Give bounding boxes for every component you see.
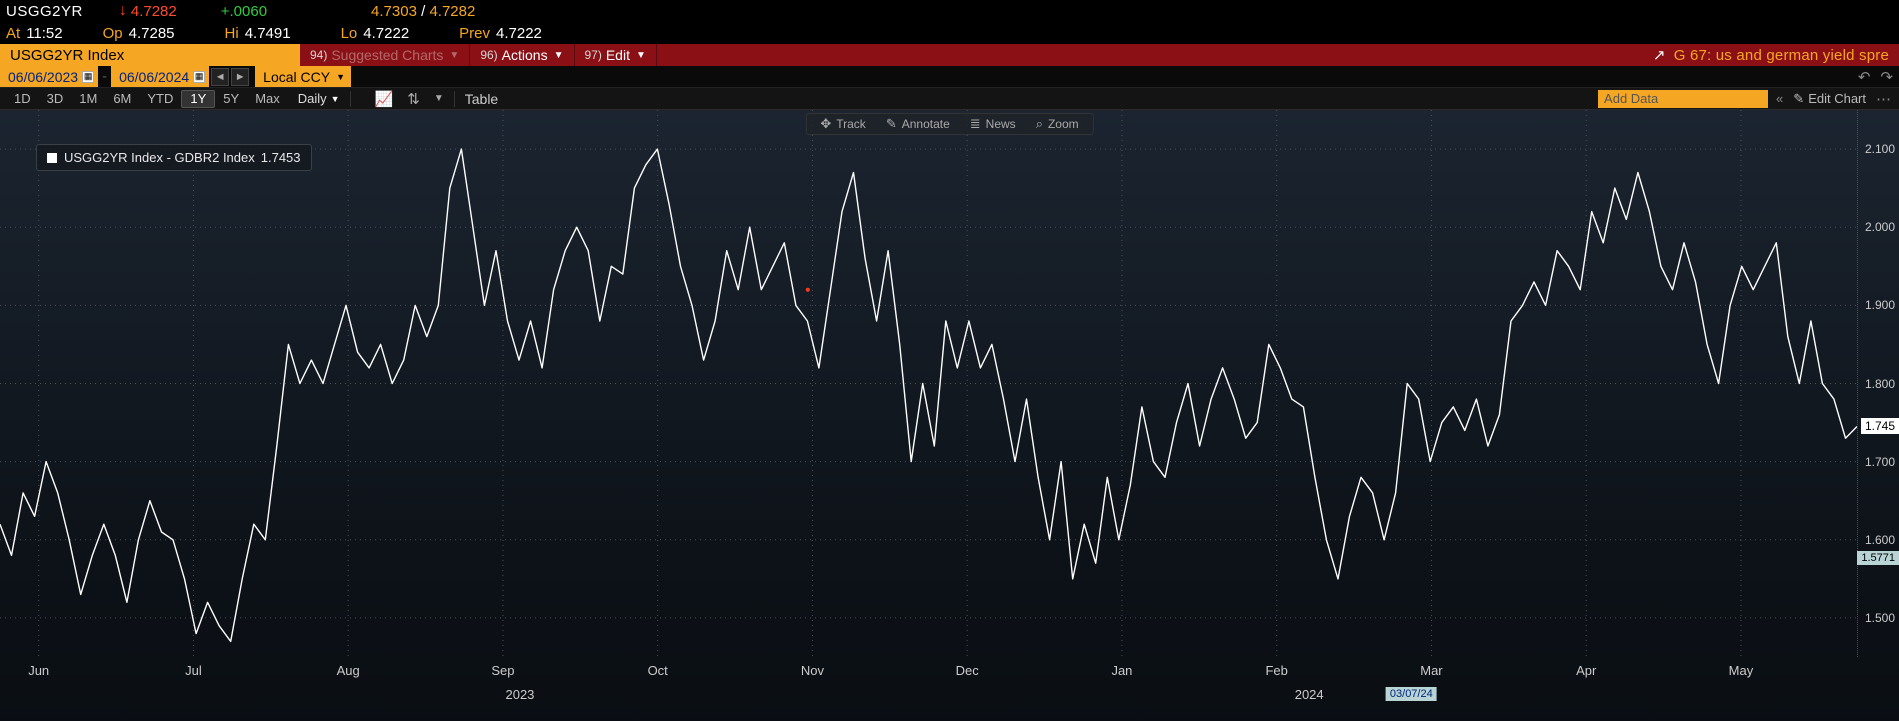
chart-tool-zoom[interactable]: ⌕Zoom	[1026, 116, 1089, 132]
y-tick-label: 1.800	[1865, 377, 1895, 391]
prev-value: 4.7222	[496, 25, 542, 42]
bid-price: 4.7303	[371, 3, 417, 20]
ticker-symbol: USGG2YR	[6, 3, 83, 20]
x-year-label: 2024	[1295, 687, 1324, 702]
y-tick-label: 1.900	[1865, 298, 1895, 312]
chart-dropdown-icon[interactable]: ▼	[434, 93, 444, 104]
y-tick-label: 1.700	[1865, 455, 1895, 469]
chart-tool-annotate[interactable]: ✎Annotate	[876, 116, 960, 132]
chart-legend[interactable]: USGG2YR Index - GDBR2 Index 1.7453	[36, 144, 312, 171]
op-value: 4.7285	[129, 25, 175, 42]
x-tick-label: Jun	[28, 663, 49, 678]
tab-actions[interactable]: 96)Actions▼	[470, 44, 574, 66]
date-range-bar: 06/06/2023 ▦ - 06/06/2024 ▦ ◄ ► Local CC…	[0, 66, 1899, 88]
edit-chart-button[interactable]: ✎ Edit Chart	[1793, 91, 1866, 107]
last-price: 4.7282	[131, 3, 177, 20]
date-prev-button[interactable]: ◄	[211, 68, 229, 86]
change-value: +.0060	[221, 3, 267, 20]
chart-tool-track[interactable]: ✥Track	[810, 116, 875, 132]
legend-series-name: USGG2YR Index - GDBR2 Index	[64, 150, 255, 165]
x-tick-label: Nov	[801, 663, 824, 678]
range-1d[interactable]: 1D	[6, 91, 39, 106]
add-data-input[interactable]: Add Data	[1598, 90, 1768, 108]
y-axis: 1.500 1.600 1.700 1.800 1.900 2.000 2.100 1.745…	[1857, 110, 1899, 657]
date-from-picker[interactable]: 06/06/2023 ▦	[0, 66, 98, 87]
link-out-icon: ↗	[1653, 46, 1666, 64]
range-ytd[interactable]: YTD	[139, 91, 181, 106]
x-tick-label: Oct	[648, 663, 668, 678]
pencil-icon: ✎	[1793, 91, 1804, 107]
prev-label: Prev	[459, 25, 490, 42]
x-tick-label: Mar	[1420, 663, 1442, 678]
at-label: At	[6, 25, 20, 42]
date-next-button[interactable]: ►	[231, 68, 249, 86]
chart-area[interactable]: ✥Track✎Annotate≣News⌕Zoom USGG2YR Index …	[0, 110, 1899, 721]
news-headline-text: G 67: us and german yield spre	[1674, 47, 1889, 64]
range-1y[interactable]: 1Y	[181, 90, 215, 108]
at-value: 11:52	[26, 25, 62, 42]
table-view-button[interactable]: Table	[465, 91, 498, 107]
lo-value: 4.7222	[363, 25, 409, 42]
range-toolbar: 1D3D1M6MYTD1Y5YMax Daily▼ 📈 ⇅ ▼ Table Ad…	[0, 88, 1899, 110]
y-tick-label: 1.500	[1865, 611, 1895, 625]
y-tick-label: 2.000	[1865, 220, 1895, 234]
candle-settings-icon[interactable]: ⇅	[407, 90, 420, 108]
x-tick-label: Sep	[491, 663, 514, 678]
range-6m[interactable]: 6M	[105, 91, 139, 106]
more-icon[interactable]: ⋯	[1876, 90, 1891, 108]
currency-selector[interactable]: Local CCY ▼	[255, 66, 351, 87]
calendar-icon: ▦	[82, 71, 94, 83]
y-axis-low-marker: 1.5771	[1857, 551, 1899, 565]
ask-price: 4.7282	[429, 3, 475, 20]
y-tick-label: 1.600	[1865, 533, 1895, 547]
redo-icon[interactable]: ↷	[1880, 68, 1893, 86]
hi-label: Hi	[225, 25, 239, 42]
x-tick-label: Dec	[956, 663, 979, 678]
chart-floating-toolbar: ✥Track✎Annotate≣News⌕Zoom	[805, 113, 1093, 135]
x-tick-label: May	[1729, 663, 1754, 678]
chart-type-icon[interactable]: 📈	[375, 90, 394, 108]
x-tick-label: Jul	[185, 663, 202, 678]
line-chart	[0, 110, 1857, 721]
legend-value: 1.7453	[261, 150, 301, 165]
quote-row-2: At 11:52 Op 4.7285 Hi 4.7491 Lo 4.7222 P…	[0, 22, 1899, 44]
lo-label: Lo	[341, 25, 358, 42]
tab-suggested-charts[interactable]: 94)Suggested Charts▼	[300, 44, 470, 66]
undo-icon[interactable]: ↶	[1858, 68, 1871, 86]
y-tick-label: 2.100	[1865, 142, 1895, 156]
x-tick-label: Jan	[1111, 663, 1132, 678]
instrument-tab[interactable]: USGG2YR Index	[0, 44, 300, 66]
range-1m[interactable]: 1M	[71, 91, 105, 106]
x-year-label: 2023	[505, 687, 534, 702]
direction-arrow-icon: ↓	[119, 2, 127, 20]
calendar-icon: ▦	[193, 71, 205, 83]
collapse-panel-icon[interactable]: «	[1776, 91, 1783, 106]
tab-edit[interactable]: 97)Edit▼	[575, 44, 657, 66]
x-axis: Jun Jul Aug Sep Oct Nov Dec Jan Feb Mar Apr May 2023…	[0, 657, 1857, 721]
x-tick-label: Feb	[1265, 663, 1287, 678]
date-to-picker[interactable]: 06/06/2024 ▦	[111, 66, 209, 87]
range-5y[interactable]: 5Y	[215, 91, 247, 106]
x-axis-date-marker: 03/07/24	[1386, 687, 1437, 701]
function-tab-bar: USGG2YR Index 94)Suggested Charts▼96)Act…	[0, 44, 1899, 66]
quote-row-1: USGG2YR ↓ 4.7282 +.0060 4.7303 / 4.7282	[0, 0, 1899, 22]
x-tick-label: Aug	[337, 663, 360, 678]
x-tick-label: Apr	[1576, 663, 1596, 678]
frequency-selector[interactable]: Daily▼	[298, 91, 340, 106]
range-max[interactable]: Max	[247, 91, 288, 106]
hi-value: 4.7491	[245, 25, 291, 42]
chart-tool-news[interactable]: ≣News	[960, 116, 1026, 132]
range-3d[interactable]: 3D	[39, 91, 72, 106]
news-headline-strip[interactable]: ↗ G 67: us and german yield spre	[1643, 44, 1899, 66]
y-axis-current-value: 1.745	[1861, 418, 1899, 434]
op-label: Op	[103, 25, 123, 42]
legend-swatch	[47, 153, 57, 163]
